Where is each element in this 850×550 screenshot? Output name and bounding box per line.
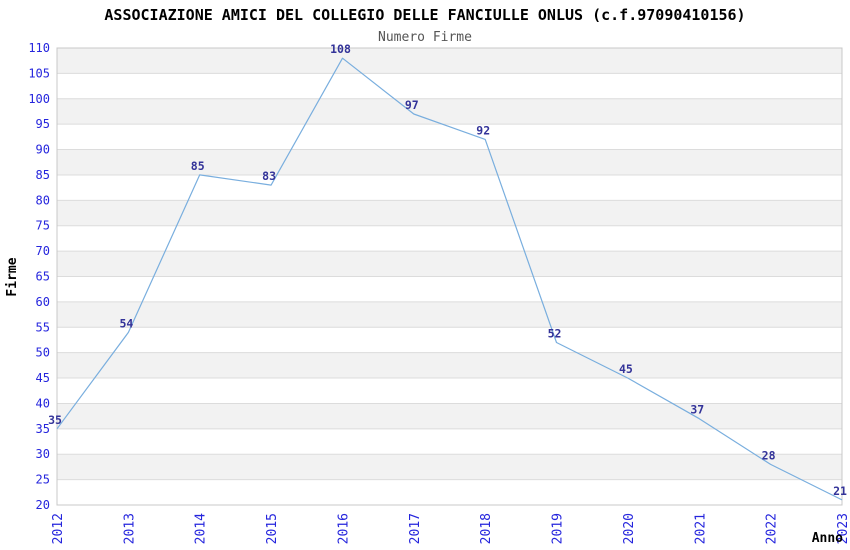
grid-band bbox=[57, 352, 842, 379]
point-label: 54 bbox=[119, 316, 133, 330]
y-tick-label: 50 bbox=[36, 346, 50, 360]
point-label: 37 bbox=[690, 403, 704, 417]
y-tick-label: 55 bbox=[36, 320, 50, 334]
point-label: 21 bbox=[833, 484, 847, 498]
point-label: 108 bbox=[330, 42, 351, 56]
x-tick-label: 2022 bbox=[765, 513, 780, 544]
x-tick-label: 2023 bbox=[836, 513, 850, 544]
y-tick-label: 100 bbox=[28, 92, 50, 106]
y-tick-label: 80 bbox=[36, 193, 50, 207]
y-tick-label: 60 bbox=[36, 295, 50, 309]
y-tick-label: 30 bbox=[36, 447, 50, 461]
y-tick-label: 110 bbox=[28, 41, 50, 55]
y-tick-label: 105 bbox=[28, 66, 50, 80]
grid-band bbox=[57, 98, 842, 125]
x-tick-label: 2021 bbox=[693, 513, 708, 544]
point-label: 92 bbox=[476, 123, 490, 137]
y-tick-label: 75 bbox=[36, 219, 50, 233]
point-label: 83 bbox=[262, 169, 276, 183]
point-label: 45 bbox=[619, 362, 633, 376]
point-label: 28 bbox=[762, 448, 776, 462]
y-axis-label: Firme bbox=[5, 257, 20, 296]
x-tick-label: 2019 bbox=[551, 513, 566, 544]
x-tick-label: 2015 bbox=[265, 513, 280, 544]
grid-band bbox=[57, 301, 842, 328]
x-axis-label: Anno bbox=[812, 531, 843, 546]
y-tick-label: 70 bbox=[36, 244, 50, 258]
grid-band bbox=[57, 48, 842, 74]
y-tick-label: 35 bbox=[36, 422, 50, 436]
y-tick-label: 25 bbox=[36, 473, 50, 487]
y-tick-label: 40 bbox=[36, 396, 50, 410]
grid-band bbox=[57, 149, 842, 175]
grid-band bbox=[57, 200, 842, 226]
y-tick-label: 65 bbox=[36, 270, 50, 284]
point-label: 35 bbox=[48, 413, 62, 427]
series-line bbox=[56, 57, 843, 501]
x-tick-label: 2013 bbox=[122, 513, 137, 544]
y-tick-label: 45 bbox=[36, 371, 50, 385]
y-tick-label: 85 bbox=[36, 168, 50, 182]
x-tick-label: 2020 bbox=[622, 513, 637, 544]
point-label: 52 bbox=[548, 327, 562, 341]
grid-band bbox=[57, 403, 842, 429]
y-tick-label: 20 bbox=[36, 498, 50, 512]
y-tick-label: 90 bbox=[36, 143, 50, 157]
point-label: 97 bbox=[405, 98, 419, 112]
y-tick-label: 95 bbox=[36, 117, 50, 131]
chart-subtitle: Numero Firme bbox=[378, 30, 472, 45]
point-label: 85 bbox=[191, 159, 205, 173]
x-tick-label: 2017 bbox=[408, 513, 423, 544]
chart-title: ASSOCIAZIONE AMICI DEL COLLEGIO DELLE FA… bbox=[104, 6, 745, 24]
grid-band bbox=[57, 454, 842, 480]
x-tick-label: 2016 bbox=[337, 513, 352, 544]
plot-border bbox=[56, 47, 843, 506]
x-tick-label: 2012 bbox=[51, 513, 66, 544]
grid-band bbox=[57, 251, 842, 277]
x-tick-label: 2014 bbox=[194, 513, 209, 544]
x-tick-label: 2018 bbox=[479, 513, 494, 544]
